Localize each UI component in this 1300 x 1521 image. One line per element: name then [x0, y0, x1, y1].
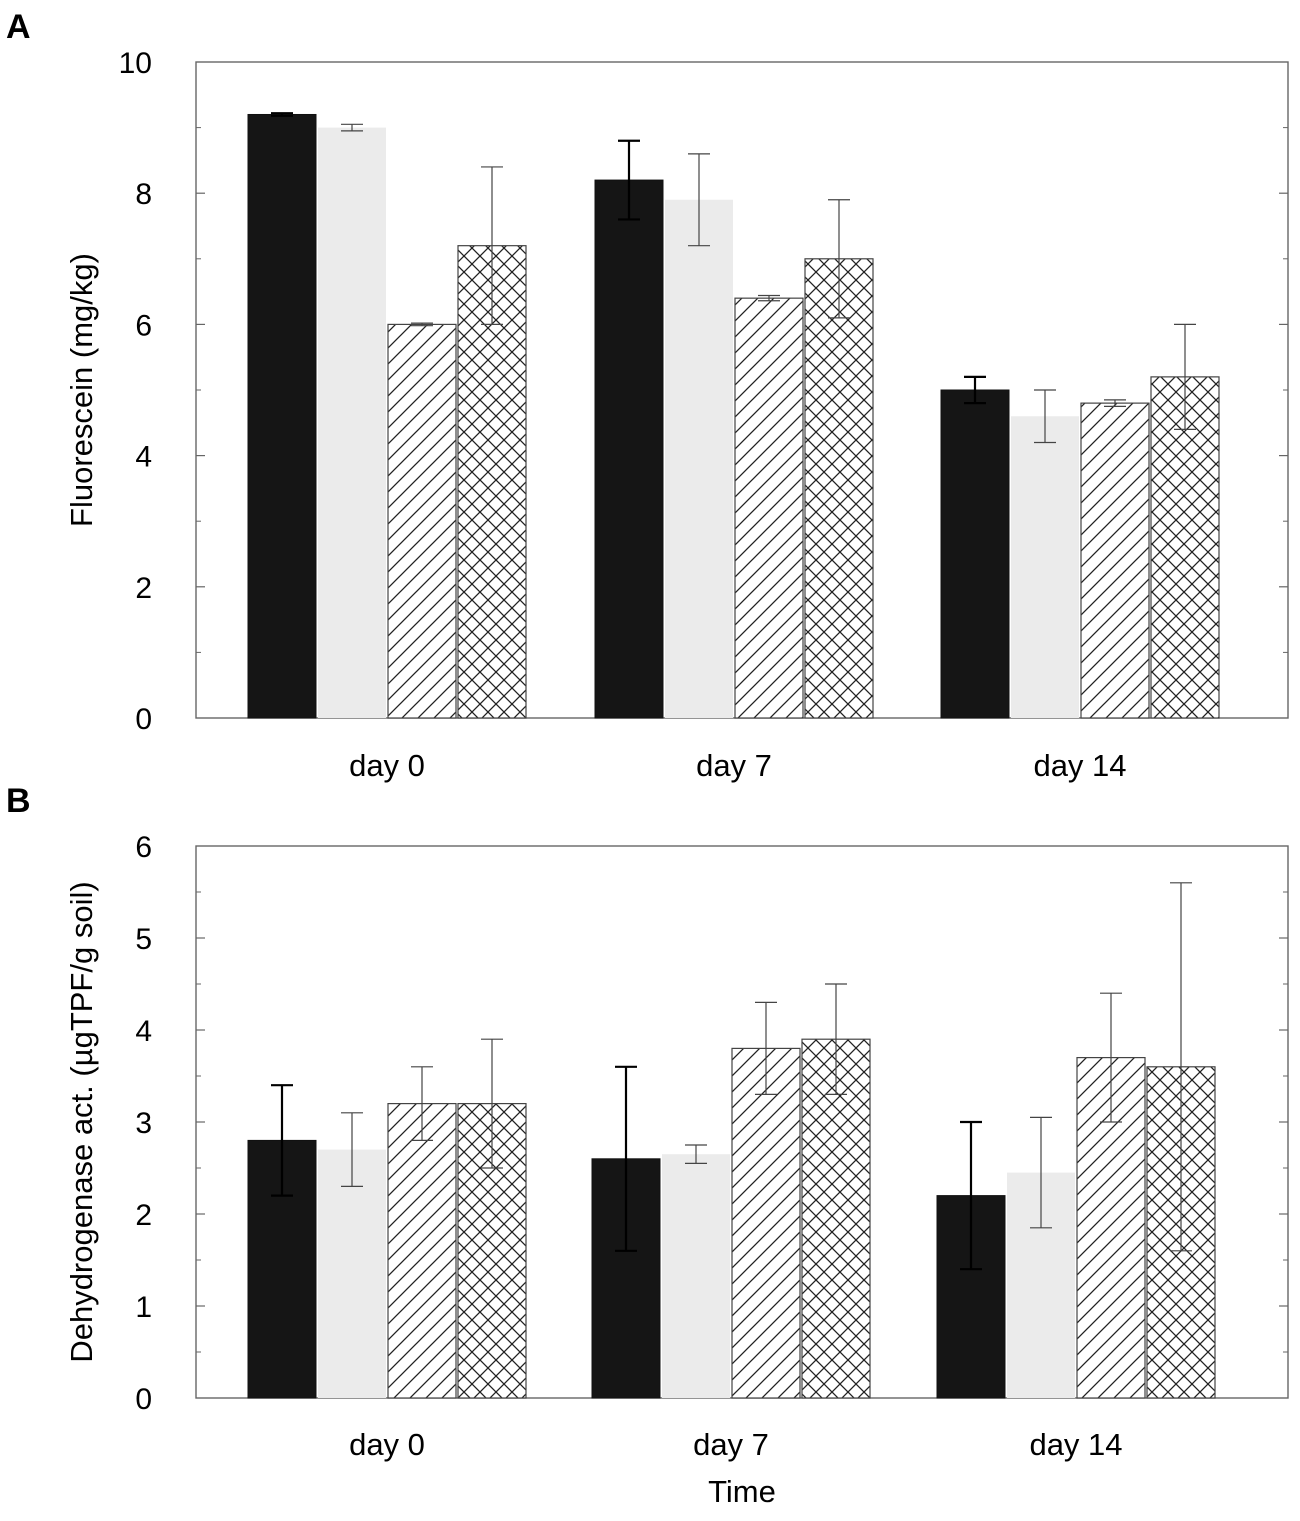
panel-b: B Dehydrogenase act. (µgTPF/g soil) Time… [6, 782, 1289, 1509]
panel-b-ytick-label: 4 [135, 1015, 152, 1048]
panel-b-errorbar-series1-day14 [960, 1120, 982, 1271]
panel-a-category-label: day 0 [349, 748, 425, 783]
panel-a-bar-series3-day0 [387, 323, 457, 719]
panel-a-bar-series1-day7 [594, 179, 664, 719]
panel-b-bar-series3-day0 [387, 1102, 457, 1399]
panel-a-errorbar-series3-day14 [1104, 399, 1126, 407]
panel-b-errorbar-series2-day14 [1030, 1116, 1052, 1229]
panel-a-label: A [6, 8, 31, 46]
panel-a-category-label: day 14 [1033, 748, 1126, 783]
panel-b-errorbar-series3-day14 [1100, 992, 1122, 1123]
panel-b-category-label: day 14 [1029, 1427, 1122, 1462]
panel-b-category-label: day 0 [349, 1427, 425, 1462]
panel-a-errorbar-series4-day0 [481, 166, 503, 325]
panel-b-ytick-label: 6 [135, 831, 152, 864]
panel-a-errorbar-series3-day7 [758, 294, 780, 302]
panel-a: A Fluorescein (mg/kg) 0 2 4 6 8 10 day 0 day 7… [6, 8, 1289, 783]
panel-a-bar-series2-day0 [318, 127, 386, 719]
panel-b-ytick-label: 0 [135, 1383, 152, 1416]
panel-a-ytick-label: 8 [135, 178, 152, 211]
panel-a-errorbar-series1-day0 [271, 112, 293, 117]
panel-a-ytick-label: 10 [119, 47, 152, 80]
panel-b-bar-series4-day7 [801, 1038, 871, 1399]
panel-a-bar-series3-day7 [734, 297, 804, 719]
panel-b-bar-series2-day0 [318, 1149, 386, 1398]
panel-b-bars [247, 882, 1216, 1399]
panel-a-ytick-label: 0 [135, 703, 152, 736]
panel-b-category-label: day 7 [693, 1427, 769, 1462]
panel-a-bar-series2-day7 [665, 199, 733, 718]
panel-b-x-ticks: day 0 day 7 day 14 [349, 1427, 1122, 1462]
panel-b-ytick-label: 3 [135, 1107, 152, 1140]
panel-a-errorbar-series3-day0 [411, 322, 433, 327]
panel-b-errorbar-series3-day0 [411, 1066, 433, 1142]
panel-a-ytick-label: 4 [135, 441, 152, 474]
panel-b-errorbar-series4-day7 [825, 983, 847, 1096]
panel-b-label: B [6, 782, 31, 820]
panel-b-errorbar-series3-day7 [755, 1001, 777, 1096]
panel-a-bar-series1-day0 [247, 113, 317, 719]
panel-b-errorbar-series4-day0 [481, 1038, 503, 1169]
panel-b-errorbar-series1-day7 [615, 1065, 637, 1252]
panel-a-y-axis-title: Fluorescein (mg/kg) [64, 253, 99, 527]
panel-b-errorbar-series2-day0 [341, 1112, 363, 1188]
panel-a-category-label: day 7 [696, 748, 772, 783]
panel-a-ytick-label: 2 [135, 572, 152, 605]
panel-a-bar-series4-day14 [1150, 376, 1220, 719]
panel-a-y-ticks: 0 2 4 6 8 10 [119, 47, 1288, 736]
panel-a-bar-series1-day14 [940, 389, 1010, 719]
panel-b-bar-series2-day7 [662, 1154, 730, 1398]
panel-b-bar-series3-day7 [731, 1047, 801, 1399]
panel-a-bars [247, 112, 1220, 719]
panel-b-y-ticks: 0 1 2 3 4 5 6 [135, 831, 1288, 1416]
panel-b-ytick-label: 5 [135, 923, 152, 956]
panel-b-y-axis-title: Dehydrogenase act. (µgTPF/g soil) [64, 881, 99, 1362]
panel-a-errorbar-series1-day7 [618, 139, 640, 221]
panel-a-errorbar-series2-day14 [1034, 389, 1056, 444]
panel-a-errorbar-series2-day0 [341, 123, 363, 132]
panel-b-x-axis-title: Time [708, 1474, 776, 1509]
panel-b-ytick-label: 2 [135, 1199, 152, 1232]
panel-a-ytick-label: 6 [135, 309, 152, 342]
panel-a-bar-series2-day14 [1011, 416, 1079, 718]
panel-a-errorbar-series4-day7 [828, 199, 850, 319]
panel-b-errorbar-series4-day14 [1170, 882, 1192, 1252]
panel-b-errorbar-series1-day0 [271, 1084, 293, 1197]
panel-a-bar-series3-day14 [1080, 402, 1150, 719]
panel-a-bar-series4-day7 [804, 258, 874, 719]
panel-b-errorbar-series2-day7 [685, 1144, 707, 1165]
panel-a-errorbar-series2-day7 [688, 153, 710, 247]
panel-a-errorbar-series4-day14 [1174, 323, 1196, 430]
panel-a-errorbar-series1-day14 [964, 375, 986, 405]
panel-b-ytick-label: 1 [135, 1291, 152, 1324]
panel-a-x-ticks: day 0 day 7 day 14 [349, 748, 1126, 783]
